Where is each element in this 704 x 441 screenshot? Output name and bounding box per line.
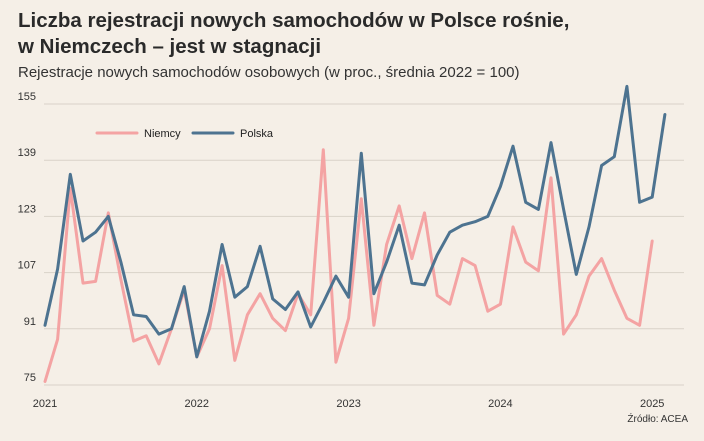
source-note: Źródło: ACEA xyxy=(627,414,688,425)
x-tick-label-2021: 2021 xyxy=(33,398,57,410)
y-tick-label-123: 123 xyxy=(18,203,36,215)
x-tick-label-2024: 2024 xyxy=(488,398,512,410)
legend-label-niemcy: Niemcy xyxy=(144,128,181,140)
x-tick-label-2022: 2022 xyxy=(185,398,209,410)
chart-title-line-2: w Niemczech – jest w stagnacji xyxy=(18,35,322,58)
y-tick-label-155: 155 xyxy=(18,91,36,103)
legend: Niemcy Polska xyxy=(95,128,274,140)
y-gridlines xyxy=(44,103,684,386)
x-tick-label-2023: 2023 xyxy=(336,398,360,410)
chart-subtitle: Rejestracje nowych samochodów osobowych … xyxy=(18,64,520,81)
x-axis-tick-labels: 2021 2022 2023 2024 2025 xyxy=(33,398,665,410)
y-tick-label-91: 91 xyxy=(24,316,36,328)
y-tick-label-107: 107 xyxy=(18,260,36,272)
x-tick-label-2025: 2025 xyxy=(640,398,664,410)
y-tick-label-139: 139 xyxy=(18,147,36,159)
legend-label-polska: Polska xyxy=(240,128,274,140)
y-tick-label-75: 75 xyxy=(24,372,36,384)
chart-title: Liczba rejestracji nowych samochodów w P… xyxy=(18,8,569,60)
data-series xyxy=(43,84,667,383)
chart-title-line-1: Liczba rejestracji nowych samochodów w P… xyxy=(18,9,570,32)
series-line-niemcy xyxy=(43,148,654,383)
series-line-polska xyxy=(43,84,667,359)
y-axis-tick-labels: 75 91 107 123 139 155 xyxy=(18,91,36,384)
